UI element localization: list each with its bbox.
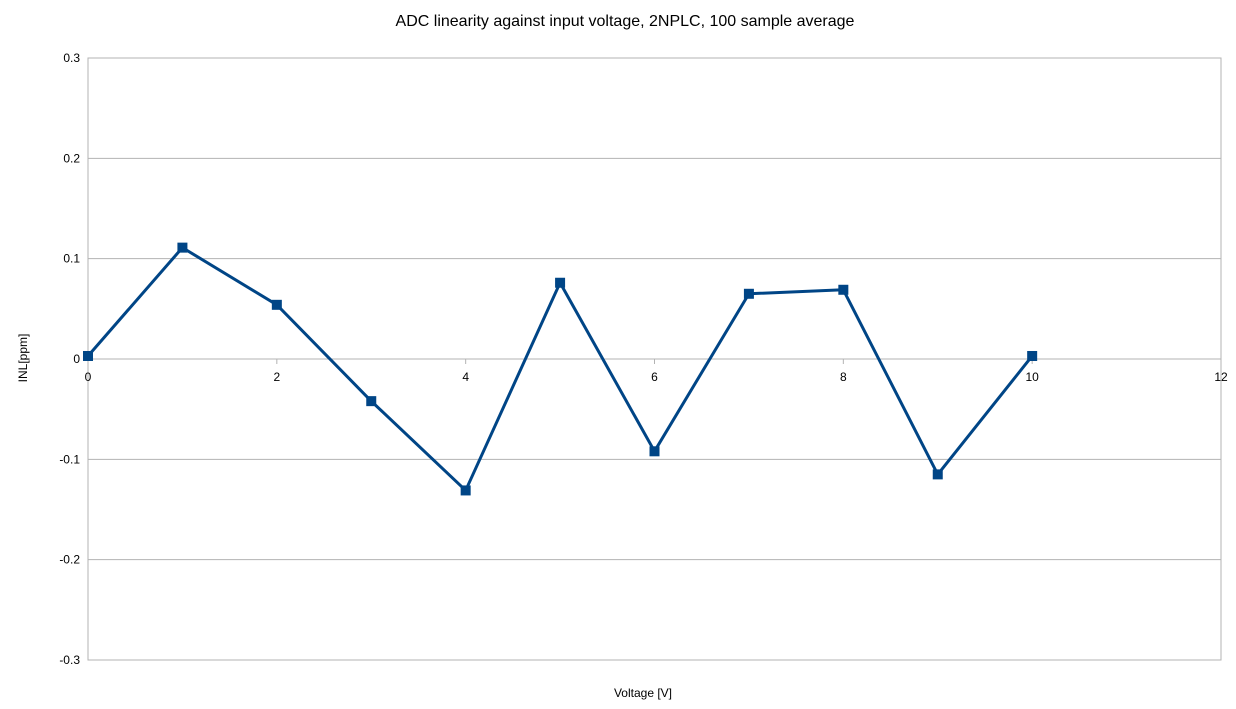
data-point-marker [366, 396, 377, 407]
y-tick-label: 0.3 [63, 51, 80, 65]
x-tick-label: 8 [840, 370, 847, 384]
x-tick-label: 6 [651, 370, 658, 384]
y-tick-label: -0.2 [59, 553, 80, 567]
y-tick-label: 0.2 [63, 151, 80, 165]
y-axis-label: INL[ppm] [16, 334, 30, 383]
x-axis-label: Voltage [V] [614, 686, 672, 700]
x-tick-label: 10 [1025, 370, 1039, 384]
y-tick-labels: 0.3 0.2 0.1 0 -0.1 -0.2 -0.3 [59, 51, 80, 667]
data-point-marker [649, 446, 660, 457]
y-tick-label: -0.1 [59, 452, 80, 466]
data-point-marker [555, 277, 566, 288]
y-tick-label: 0.1 [63, 252, 80, 266]
chart-title: ADC linearity against input voltage, 2NP… [396, 13, 855, 30]
data-point-marker [838, 284, 849, 295]
data-point-marker [83, 350, 93, 361]
data-point-marker [1027, 350, 1038, 361]
data-point-marker [743, 288, 754, 299]
x-tick-label: 0 [85, 370, 92, 384]
y-tick-label: -0.3 [59, 653, 80, 667]
x-tick-label: 2 [273, 370, 280, 384]
data-point-marker [460, 485, 471, 496]
data-point-marker [271, 299, 282, 310]
data-point-marker [177, 242, 188, 253]
grid [87, 57, 1222, 661]
y-tick-label: 0 [73, 352, 80, 366]
x-tick-labels: 0 2 4 6 8 10 12 [85, 370, 1228, 384]
series-group [83, 242, 1038, 496]
x-tick-label: 12 [1214, 370, 1228, 384]
x-tick-label: 4 [462, 370, 469, 384]
data-point-marker [932, 469, 943, 480]
